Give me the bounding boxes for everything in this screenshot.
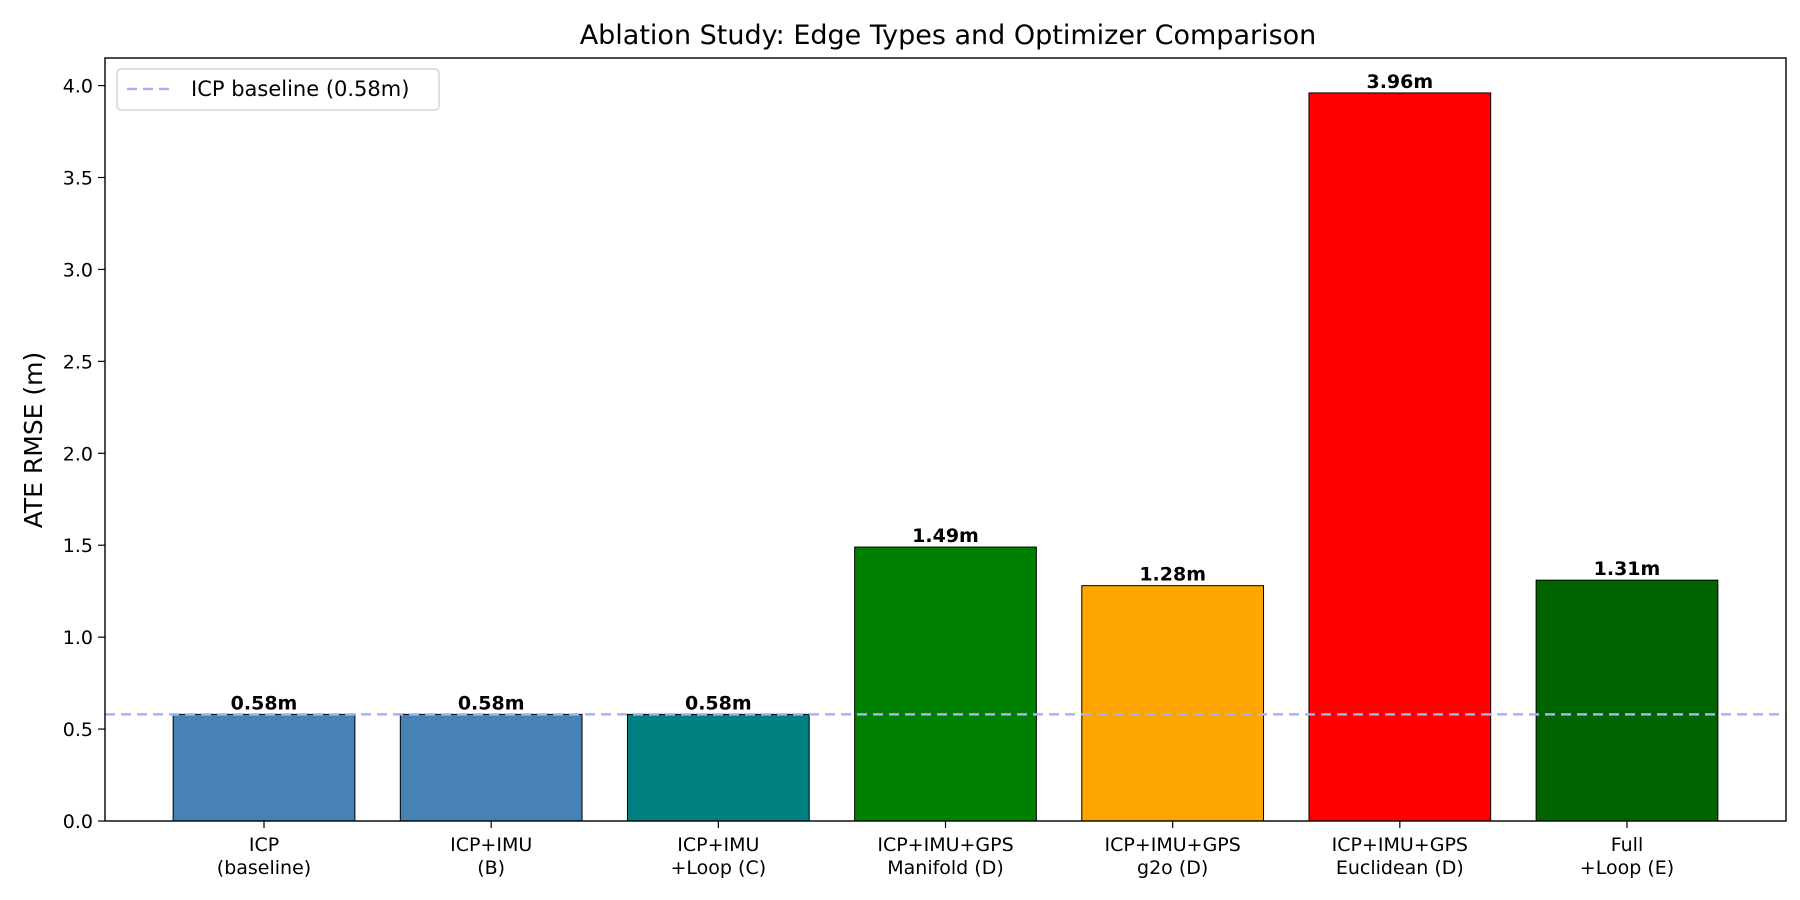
y-tick-label: 2.0 [63, 443, 93, 465]
y-tick-label: 0.5 [63, 719, 93, 741]
bar [1081, 585, 1265, 822]
y-tick-label: 1.0 [63, 627, 93, 649]
x-tick-label: +Loop (C) [671, 857, 767, 879]
bar-value-label: 1.49m [912, 525, 979, 547]
bar-value-label: 1.31m [1594, 558, 1661, 580]
y-axis-ticks: 0.0 0.5 1.0 1.5 2.0 2.5 3.0 3.5 4.0 [63, 76, 105, 833]
x-tick-label: Euclidean (D) [1336, 857, 1464, 879]
legend: ICP baseline (0.58m) [116, 68, 440, 111]
bars-group [172, 92, 1719, 822]
plot-frame [104, 57, 1787, 822]
bar [1535, 579, 1719, 822]
x-tick-label: ICP+IMU+GPS [877, 834, 1013, 856]
bar-value-label: 0.58m [231, 692, 298, 714]
bar-value-label: 1.28m [1139, 564, 1206, 586]
x-tick-label: +Loop (E) [1580, 857, 1674, 879]
x-tick-label: Manifold (D) [887, 857, 1004, 879]
chart-title: Ablation Study: Edge Types and Optimizer… [580, 20, 1317, 51]
bar [626, 713, 810, 822]
x-tick-label: g2o (D) [1137, 857, 1208, 879]
y-tick-label: 1.5 [63, 535, 93, 557]
x-tick-label: ICP+IMU [677, 834, 759, 856]
y-tick-label: 3.5 [63, 168, 93, 190]
y-tick-label: 0.0 [63, 811, 93, 833]
bar [399, 713, 583, 822]
y-axis-title: ATE RMSE (m) [19, 352, 48, 529]
legend-box [116, 68, 440, 111]
bar-value-label: 0.58m [685, 692, 752, 714]
legend-label: ICP baseline (0.58m) [191, 77, 409, 101]
data-labels-group: 0.58m 0.58m 0.58m 1.49m 1.28m 3.96m 1.31m [231, 71, 1661, 714]
bar [1308, 92, 1492, 822]
bar [854, 546, 1037, 822]
x-tick-label: ICP [249, 834, 279, 856]
bar-value-label: 3.96m [1366, 71, 1433, 93]
bar-value-label: 0.58m [458, 692, 525, 714]
x-tick-label: ICP+IMU+GPS [1332, 834, 1468, 856]
x-axis-labels: ICP(baseline)ICP+IMU(B)ICP+IMU+Loop (C)I… [217, 821, 1674, 879]
x-tick-label: ICP+IMU [450, 834, 532, 856]
y-tick-label: 3.0 [63, 259, 93, 281]
x-tick-label: Full [1611, 834, 1644, 856]
x-tick-label: (B) [477, 857, 505, 879]
y-tick-label: 2.5 [63, 351, 93, 373]
y-tick-label: 4.0 [63, 76, 93, 98]
x-tick-label: (baseline) [217, 857, 311, 879]
x-tick-label: ICP+IMU+GPS [1105, 834, 1241, 856]
bar [172, 713, 356, 822]
